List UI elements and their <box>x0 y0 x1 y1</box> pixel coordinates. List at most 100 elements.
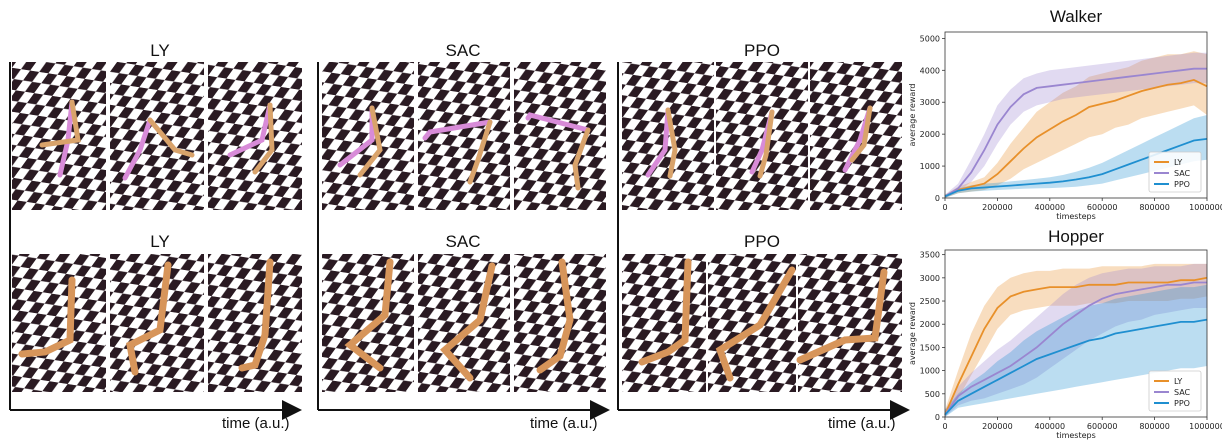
x-axis-label: timesteps <box>1056 212 1096 221</box>
walker-frame <box>12 62 106 210</box>
walker-ly-frames <box>12 62 302 210</box>
y-axis-label: average reward <box>908 302 917 365</box>
y-tick-label: 2000 <box>920 320 940 329</box>
legend-label-ly: LY <box>1174 377 1182 386</box>
hopper-leg <box>344 258 394 372</box>
x-tick-label: 1000000 <box>1189 203 1222 212</box>
walker-limb <box>39 99 81 148</box>
walker-frame <box>514 62 606 210</box>
legend-label-ly: LY <box>1174 158 1182 167</box>
hopper-frame <box>322 254 414 392</box>
legend: LY SAC PPO <box>1148 151 1202 193</box>
walker-limb <box>122 117 153 181</box>
y-tick-label: 2000 <box>920 130 940 139</box>
series-band-sac <box>945 263 1207 417</box>
walker-limb <box>147 117 195 158</box>
hopper-leg <box>796 268 888 364</box>
panel-title-hopper-sac: SAC <box>446 232 481 251</box>
hopper-leg <box>18 276 76 358</box>
y-tick-label: 500 <box>925 390 940 399</box>
plot-frame <box>944 31 1208 199</box>
x-tick-label: 400000 <box>1035 203 1066 212</box>
y-axis-label: average reward <box>908 84 917 147</box>
hopper-leg <box>638 258 692 366</box>
walker-limb <box>467 119 493 185</box>
series-band-sac <box>945 52 1207 198</box>
hopper-leg <box>238 258 274 372</box>
hopper-leg <box>440 262 496 382</box>
walker-frame <box>716 62 808 210</box>
panel-title-hopper-ppo: PPO <box>744 232 780 251</box>
x-tick-label: 0 <box>942 422 947 431</box>
y-tick-label: 4000 <box>920 66 940 75</box>
legend: LY SAC PPO <box>1148 370 1202 412</box>
hopper-ppo-frames <box>622 254 902 392</box>
panel-group-ly: LY LY time (a.u.) <box>9 41 302 432</box>
walker-frame <box>810 62 902 210</box>
y-tick-label: 3000 <box>920 274 940 283</box>
walker-limb <box>227 102 273 158</box>
series-line-ly <box>944 78 1208 198</box>
legend-label-sac: SAC <box>1174 388 1191 397</box>
hopper-reward-chart: Hopper 0 200000 400000 600000 800000 1000000 0 5… <box>908 227 1222 440</box>
legend-label-ppo: PPO <box>1174 180 1190 189</box>
y-tick-label: 0 <box>935 413 940 422</box>
y-tick-label: 0 <box>935 194 940 203</box>
hopper-leg <box>536 258 574 374</box>
hopper-sac-figures <box>344 258 574 382</box>
x-tick-label: 800000 <box>1139 203 1170 212</box>
hopper-sac-frames <box>322 254 606 392</box>
panel-title-hopper-ly: LY <box>150 232 170 251</box>
series-band-ppo <box>945 284 1207 417</box>
x-axis-label: timesteps <box>1056 431 1096 440</box>
x-tick-label: 200000 <box>982 203 1013 212</box>
time-label: time (a.u.) <box>828 415 896 432</box>
x-tick-label: 200000 <box>982 422 1013 431</box>
y-tick-label: 3500 <box>920 251 940 260</box>
chart-title: Hopper <box>1048 227 1104 246</box>
series-line-sac <box>944 67 1207 198</box>
walker-limb <box>422 119 493 141</box>
series-band-ly <box>945 263 1207 417</box>
panel-title-walker-sac: SAC <box>446 41 481 60</box>
y-tick-label: 1500 <box>920 343 940 352</box>
walker-limb <box>357 105 383 178</box>
walker-limb <box>525 112 591 133</box>
x-tick-label: 800000 <box>1139 422 1170 431</box>
walker-frame <box>322 62 414 210</box>
series-line-ly <box>944 276 1208 416</box>
walker-limb <box>572 127 591 191</box>
x-tick-label: 0 <box>942 203 947 212</box>
walker-ly-figures <box>39 99 275 181</box>
walker-sac-frames <box>322 62 606 210</box>
time-label: time (a.u.) <box>530 415 598 432</box>
y-tick-label: 2500 <box>920 297 940 306</box>
x-tick-label: 1000000 <box>1189 422 1222 431</box>
hopper-frame <box>208 254 302 392</box>
walker-limb <box>849 105 873 163</box>
hopper-ppo-figures <box>638 258 888 382</box>
walker-limb <box>665 107 678 179</box>
plot-frame <box>944 249 1208 418</box>
y-tick-label: 5000 <box>920 34 940 43</box>
hopper-ly-figures <box>18 258 274 376</box>
hopper-leg <box>715 266 796 382</box>
hopper-frame <box>514 254 606 392</box>
time-label: time (a.u.) <box>222 415 290 432</box>
walker-sac-figures <box>337 105 591 191</box>
panel-group-ppo: PPO PPO time (a.u.) <box>617 41 910 432</box>
hopper-leg <box>126 261 172 376</box>
walker-limb <box>645 107 671 178</box>
walker-frame <box>208 62 302 210</box>
legend-label-ppo: PPO <box>1174 399 1190 408</box>
panel-group-sac: SAC SAC time (a.u.) <box>317 41 610 432</box>
y-tick-label: 1000 <box>920 367 940 376</box>
x-tick-label: 400000 <box>1035 422 1066 431</box>
hopper-frame <box>708 254 796 392</box>
panel-title-walker-ppo: PPO <box>744 41 780 60</box>
hopper-frame <box>622 254 706 392</box>
series-line-sac <box>944 281 1207 416</box>
y-tick-label: 3000 <box>920 98 940 107</box>
hopper-frame <box>12 254 106 392</box>
